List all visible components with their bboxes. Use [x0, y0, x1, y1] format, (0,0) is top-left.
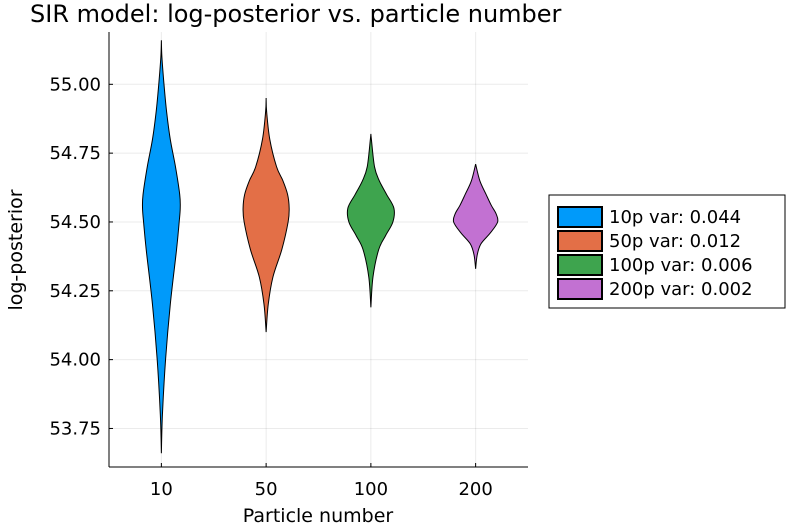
x-tick-label: 50	[255, 479, 278, 500]
y-tick-label: 54.25	[49, 281, 101, 302]
x-tick-label: 100	[354, 479, 388, 500]
violins	[141, 40, 499, 454]
legend-swatch	[557, 230, 603, 252]
violin-10	[141, 40, 181, 454]
legend-label: 200p var: 0.002	[609, 279, 753, 300]
violin-50	[242, 98, 290, 333]
legend-swatch	[557, 278, 603, 300]
legend-label: 100p var: 0.006	[609, 255, 753, 276]
legend: 10p var: 0.044 50p var: 0.012 100p var: 0.…	[548, 194, 786, 309]
legend-label: 50p var: 0.012	[609, 231, 741, 252]
y-ticks: 53.75 54.00 54.25 54.50 54.75 55.00	[49, 74, 113, 439]
y-tick-label: 54.00	[49, 350, 101, 371]
y-tick-label: 54.75	[49, 143, 101, 164]
x-ticks: 10 50 100 200	[150, 463, 493, 500]
legend-swatch	[557, 206, 603, 228]
violin-100	[346, 133, 395, 308]
violin-200	[452, 164, 499, 269]
y-axis-label: log-posterior	[5, 189, 27, 310]
chart-title: SIR model: log-posterior vs. particle nu…	[30, 0, 562, 28]
legend-label: 10p var: 0.044	[609, 207, 741, 228]
x-axis-label: Particle number	[243, 505, 394, 527]
y-tick-label: 55.00	[49, 74, 101, 95]
x-tick-label: 200	[458, 479, 492, 500]
y-tick-label: 53.75	[49, 418, 101, 439]
y-tick-label: 54.50	[49, 212, 101, 233]
x-tick-label: 10	[150, 479, 173, 500]
legend-swatch	[557, 254, 603, 276]
